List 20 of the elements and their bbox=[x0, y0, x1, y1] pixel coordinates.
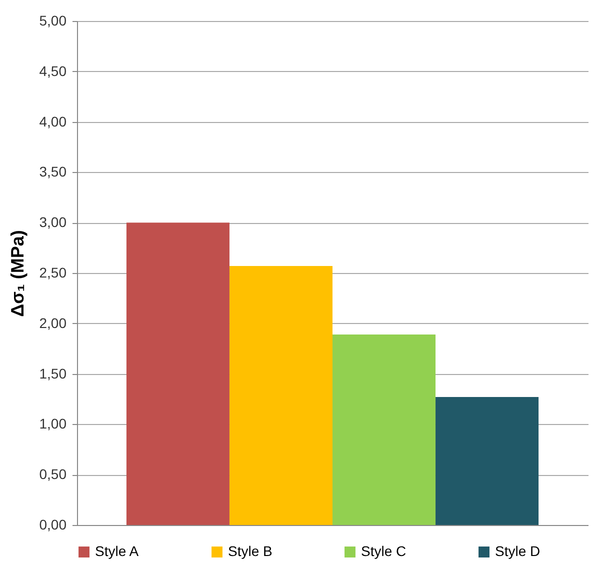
legend-label: Style B bbox=[228, 543, 272, 559]
bar bbox=[436, 396, 539, 525]
legend-label: Style A bbox=[95, 543, 140, 559]
legend-label: Style D bbox=[495, 543, 540, 559]
y-tick-label: 0,00 bbox=[39, 516, 67, 532]
bar bbox=[332, 334, 436, 525]
y-tick-label: 1,50 bbox=[39, 365, 67, 382]
y-axis-title: Δσ₁ (MPa) bbox=[7, 230, 28, 317]
y-tick-label: 2,50 bbox=[39, 264, 67, 280]
y-tick-label: 4,50 bbox=[39, 62, 67, 79]
y-tick-label: 5,00 bbox=[39, 12, 67, 28]
y-tick-label: 4,00 bbox=[39, 113, 67, 130]
legend-label: Style C bbox=[361, 543, 406, 559]
bar bbox=[126, 222, 230, 525]
y-tick-label: 2,00 bbox=[39, 314, 67, 331]
y-tick-label: 3,00 bbox=[39, 214, 67, 230]
y-tick-label: 0,50 bbox=[39, 466, 67, 482]
y-tick-label: 1,00 bbox=[39, 416, 67, 432]
bar bbox=[229, 266, 332, 525]
y-tick-label: 3,50 bbox=[39, 164, 67, 180]
